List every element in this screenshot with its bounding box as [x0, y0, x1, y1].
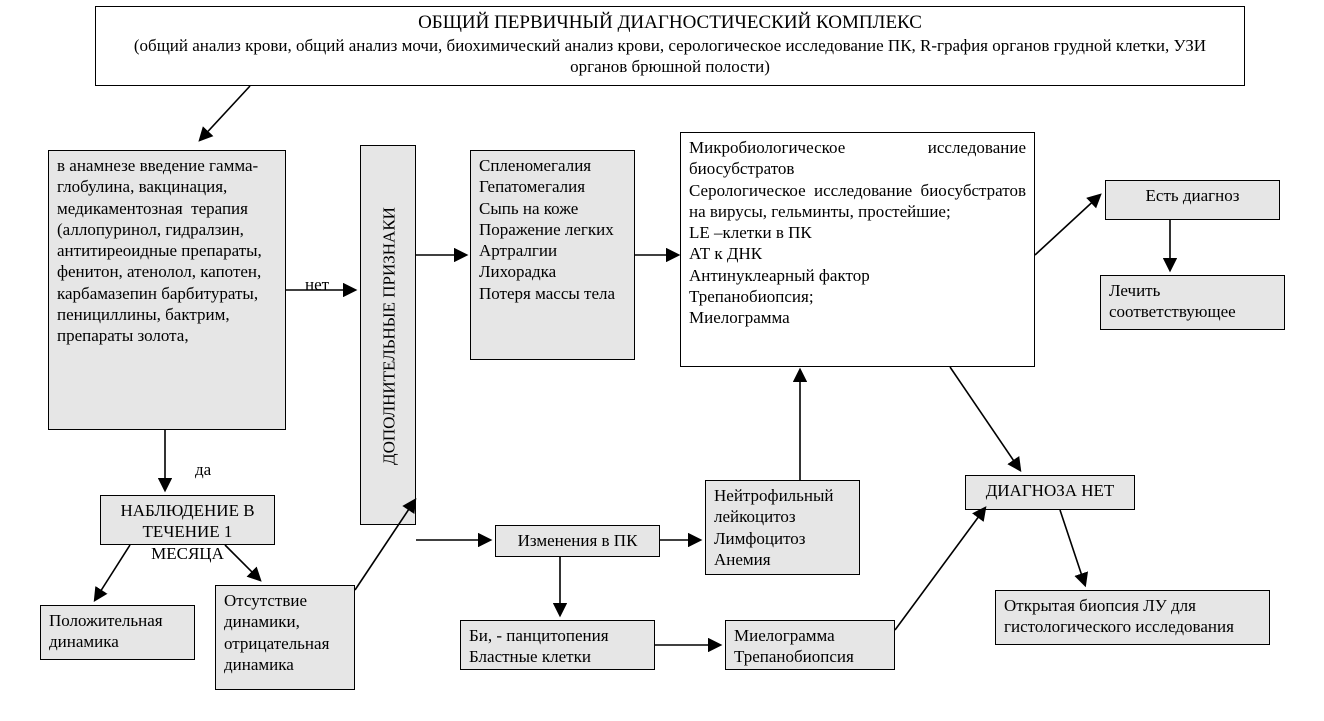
edge-0 — [200, 86, 250, 140]
node-extra-signs-bar: ДОПОЛНИТЕЛЬНЫЕ ПРИЗНАКИ — [360, 145, 416, 525]
node-treat: Лечить соответствующее — [1100, 275, 1285, 330]
label-net: нет — [305, 275, 329, 295]
edge-4 — [225, 545, 260, 580]
node-symptoms: Спленомегалия Гепатомегалия Сыпь на коже… — [470, 150, 635, 360]
node-observe: НАБЛЮДЕНИЕ В ТЕЧЕНИЕ 1 МЕСЯЦА — [100, 495, 275, 545]
header-sub: (общий анализ крови, общий анализ мочи, … — [104, 35, 1236, 78]
node-biopsy: Открытая биопсия ЛУ для гистологического… — [995, 590, 1270, 645]
edge-17 — [1060, 510, 1085, 585]
edge-3 — [95, 545, 130, 600]
node-myelo: Миелограмма Трепанобиопсия — [725, 620, 895, 670]
label-da: да — [195, 460, 211, 480]
node-pk_changes: Изменения в ПК — [495, 525, 660, 557]
node-neg_dyn: Отсутствие динамики, отрицательная динам… — [215, 585, 355, 690]
extra-signs-label: ДОПОЛНИТЕЛЬНЫЕ ПРИЗНАКИ — [361, 146, 417, 526]
edge-16 — [895, 508, 985, 630]
edge-15 — [950, 367, 1020, 470]
node-diag_yes: Есть диагноз — [1105, 180, 1280, 220]
node-anamnesis: в анамнезе введение гамма-глобулина, вак… — [48, 150, 286, 430]
edge-9 — [1035, 195, 1100, 255]
header-title: ОБЩИЙ ПЕРВИЧНЫЙ ДИАГНОСТИЧЕСКИЙ КОМПЛЕКС — [104, 11, 1236, 35]
node-investigations: Микробиологическое исследование биосубст… — [680, 132, 1035, 367]
node-leuko: Нейтрофильный лейкоцитоз Лимфоцитоз Анем… — [705, 480, 860, 575]
node-cytopenia: Би, - панцитопения Бластные клетки — [460, 620, 655, 670]
node-no_diag: ДИАГНОЗА НЕТ — [965, 475, 1135, 510]
node-pos_dyn: Положительная динамика — [40, 605, 195, 660]
header-box: ОБЩИЙ ПЕРВИЧНЫЙ ДИАГНОСТИЧЕСКИЙ КОМПЛЕКС… — [95, 6, 1245, 86]
